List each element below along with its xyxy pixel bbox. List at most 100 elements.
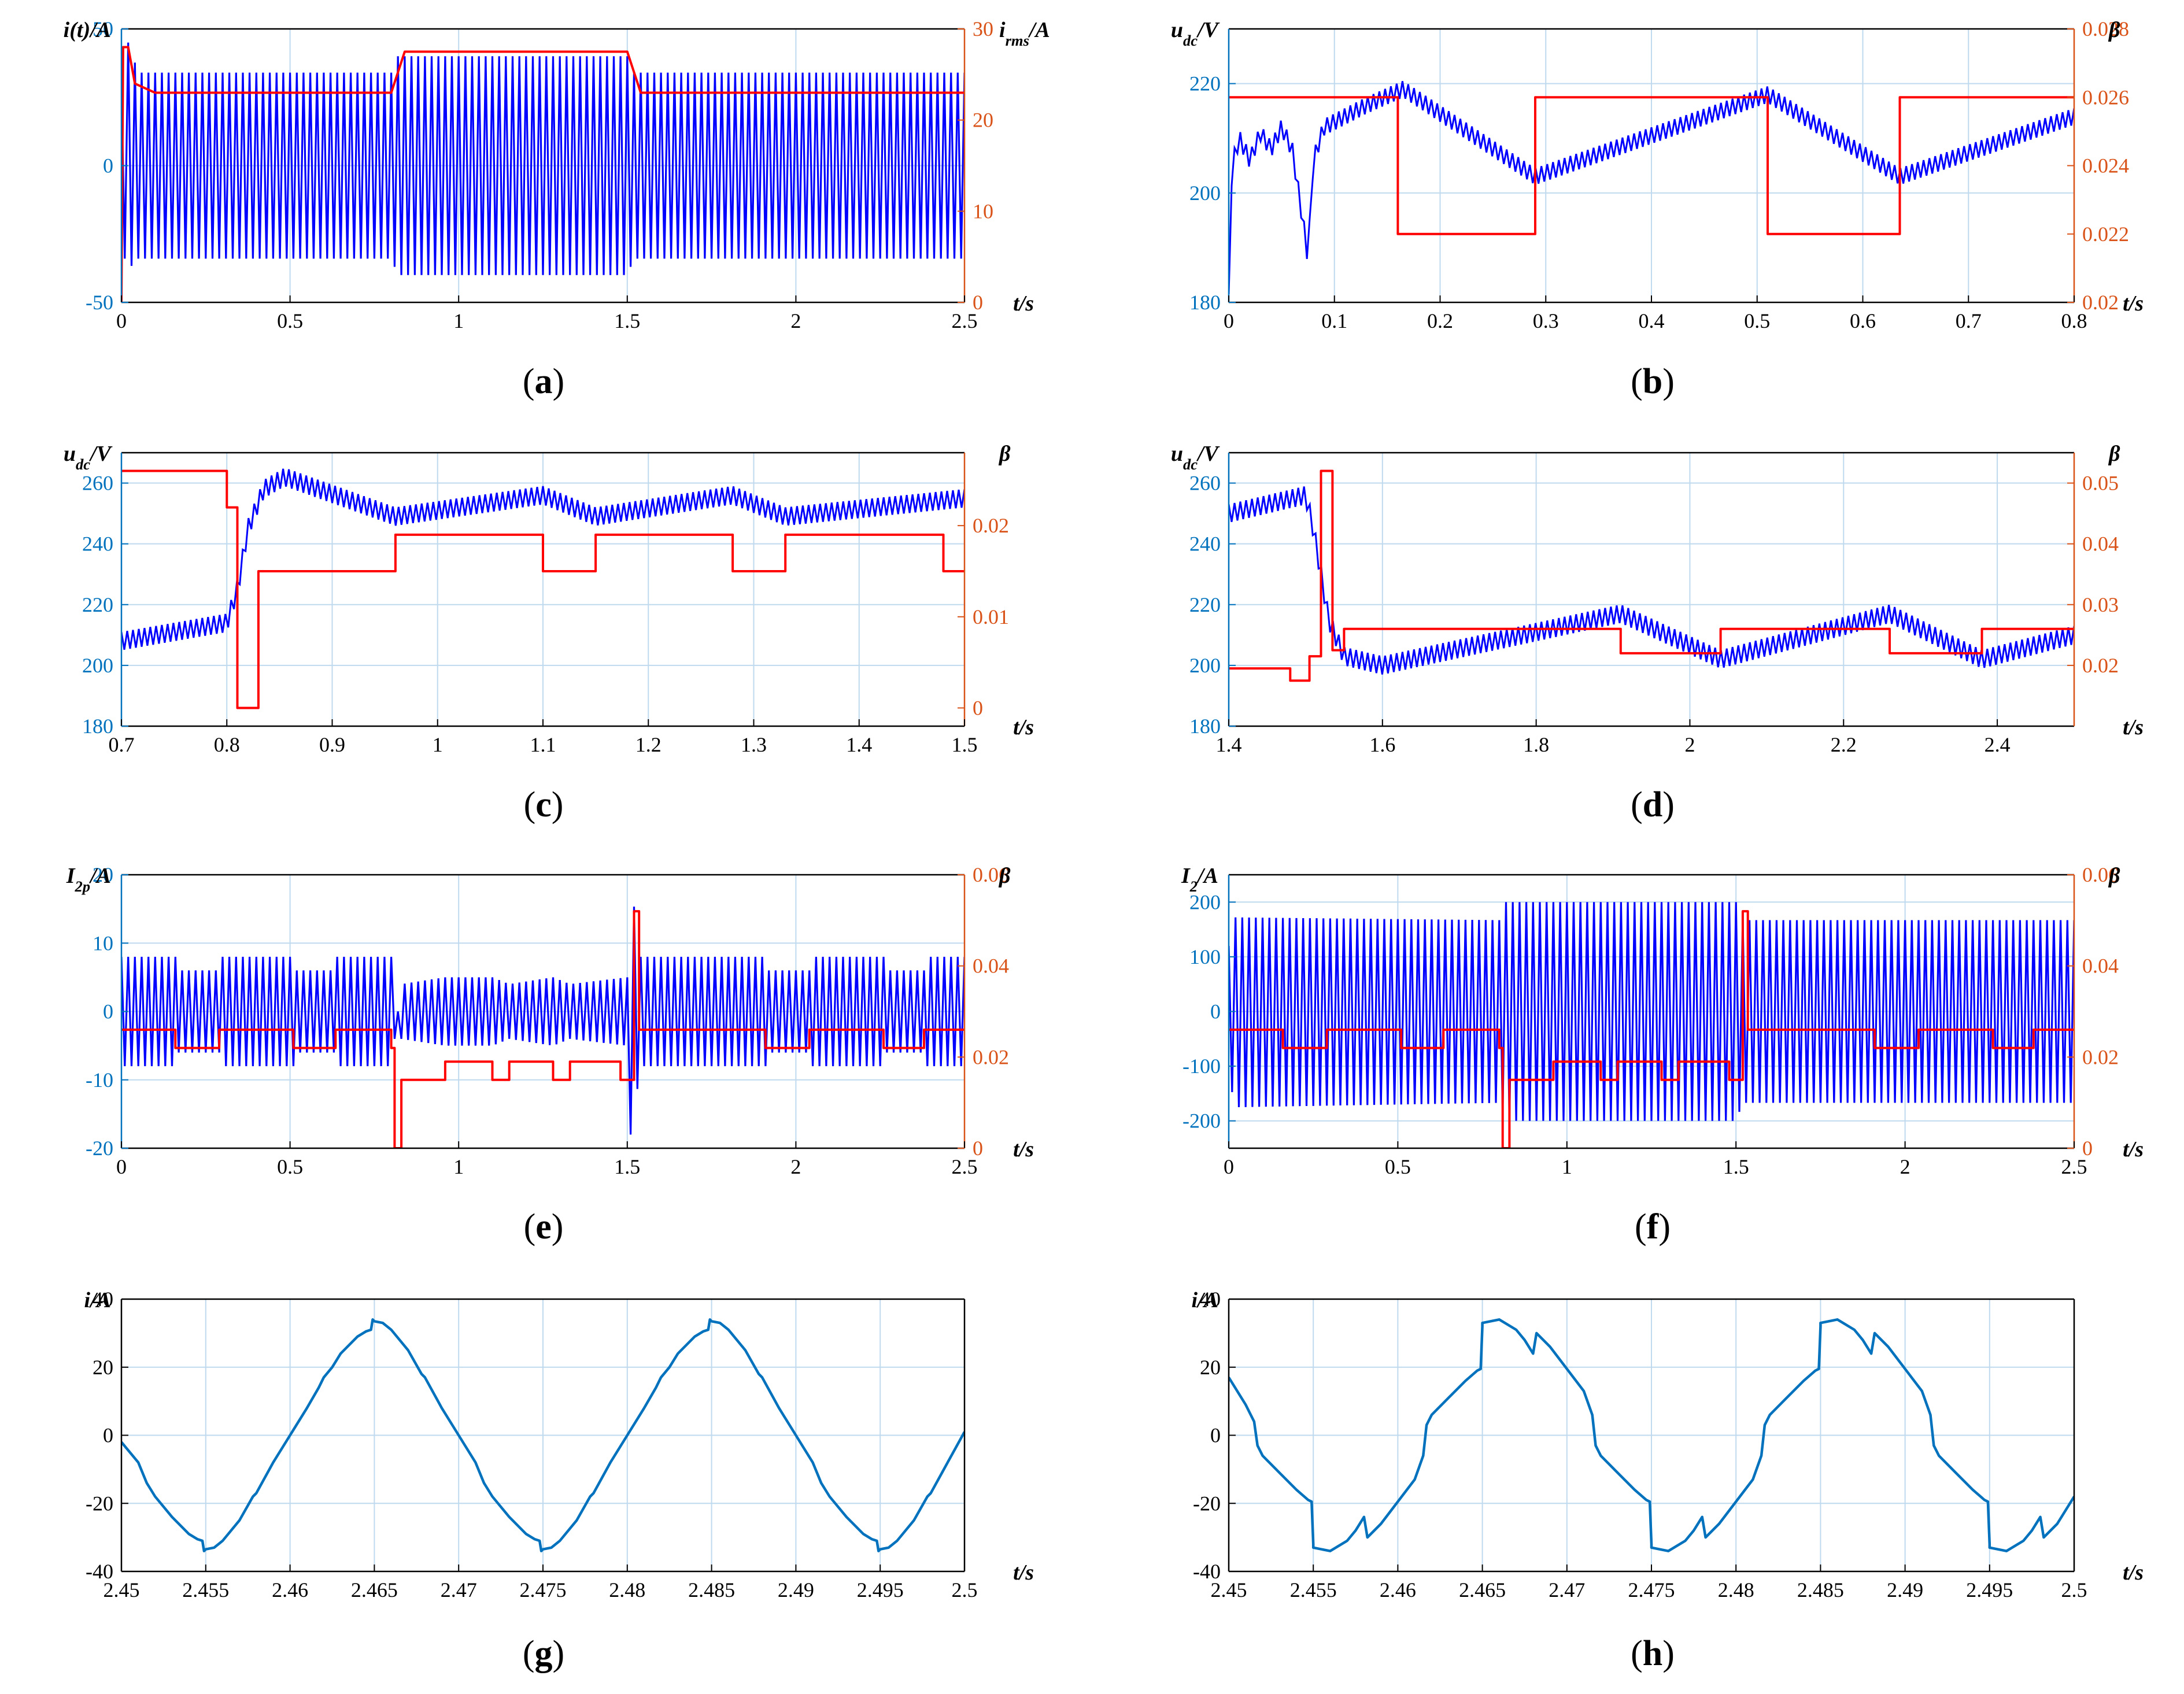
y-right-tick-label: 0.02 xyxy=(973,1045,1009,1068)
series-e-0 xyxy=(121,907,964,1135)
series-b-0 xyxy=(1229,81,2074,294)
series-d-1 xyxy=(1229,469,2074,682)
series-a-1 xyxy=(121,46,964,302)
y-right-label: irms/A xyxy=(999,18,1050,49)
y-left-tick-label: 20 xyxy=(93,863,113,886)
y-left-tick-label: 200 xyxy=(82,654,113,677)
x-tick-label: 1.5 xyxy=(614,309,640,332)
y-left-label: i/A xyxy=(1192,1288,1218,1312)
x-tick-label: 2 xyxy=(1684,733,1695,756)
y-right-tick-label: 30 xyxy=(973,17,993,40)
y-left-tick-label: 200 xyxy=(1189,182,1221,205)
x-tick-label: 0.5 xyxy=(277,1155,303,1178)
y-left-tick-label: -20 xyxy=(86,1137,113,1160)
y-left-tick-label: 220 xyxy=(1189,72,1221,95)
y-right-tick-label: 0.022 xyxy=(2082,223,2129,246)
y-right-tick-label: 0.04 xyxy=(2082,955,2119,978)
x-tick-label: 0.6 xyxy=(1850,309,1876,332)
x-axis-label: t/s xyxy=(1013,1560,1034,1585)
y-left-tick-label: 100 xyxy=(1189,945,1221,968)
y-left-tick-label: -20 xyxy=(1193,1492,1221,1515)
y-right-tick-label: 0.04 xyxy=(973,955,1009,978)
y-left-tick-label: 0 xyxy=(103,1424,113,1447)
x-axis-label: t/s xyxy=(2123,1560,2144,1585)
y-right-tick-label: 0 xyxy=(973,291,983,314)
panel-h: 2.45 2.455 2.46 2.465 2.47 2.475 2.48 2.485 2.49… xyxy=(1192,1288,2144,1673)
panel-g: 2.45 2.455 2.46 2.465 2.47 2.475 2.48 2.485 2.49… xyxy=(84,1288,1034,1673)
x-tick-label: 0.7 xyxy=(109,733,135,756)
x-axis-label: t/s xyxy=(2123,291,2144,316)
x-tick-label: 1 xyxy=(453,1155,464,1178)
grid-lines xyxy=(1228,29,2075,303)
series-f-0 xyxy=(1229,902,2074,1121)
x-tick-label: 1.3 xyxy=(741,733,767,756)
x-tick-label: 2.5 xyxy=(2061,1578,2087,1601)
x-tick-label: 2.485 xyxy=(688,1578,735,1601)
x-axis-label: t/s xyxy=(1013,291,1034,316)
x-tick-label: 0 xyxy=(116,309,127,332)
x-tick-label: 2.475 xyxy=(1628,1578,1675,1601)
panel-c: 0.7 0.8 0.9 1 1.1 1.2 1.3 1.4 1.5 180 200 220 240 260… xyxy=(64,442,1034,824)
x-tick-label: 2.48 xyxy=(609,1578,645,1601)
y-left-label: I2/A xyxy=(1181,864,1218,895)
grid-lines xyxy=(121,1299,965,1572)
y-left-tick-label: 40 xyxy=(1200,1288,1221,1311)
x-tick-label: 0 xyxy=(116,1155,127,1178)
y-right-tick-label: 10 xyxy=(973,199,993,223)
y-left-tick-label: -50 xyxy=(86,291,113,314)
panel-caption: (e) xyxy=(524,1207,564,1247)
x-tick-label: 2.47 xyxy=(1549,1578,1585,1601)
x-tick-label: 1.6 xyxy=(1369,733,1395,756)
y-right-tick-label: 0.028 xyxy=(2082,17,2129,40)
y-left-label: i(t)/A xyxy=(64,18,111,42)
x-tick-label: 2.455 xyxy=(182,1578,229,1601)
y-left-label: I2p/A xyxy=(66,864,111,895)
y-left-tick-label: -20 xyxy=(86,1492,113,1515)
x-axis-label: t/s xyxy=(1013,715,1034,739)
y-right-tick-label: 0.04 xyxy=(2082,532,2119,556)
y-left-label: udc/V xyxy=(64,442,113,473)
x-tick-label: 0.1 xyxy=(1321,309,1347,332)
x-tick-label: 1 xyxy=(433,733,443,756)
x-axis-label: t/s xyxy=(1013,1137,1034,1162)
y-right-tick-label: 0.02 xyxy=(973,514,1009,537)
y-right-tick-label: 0.06 xyxy=(2082,863,2119,886)
y-right-tick-label: 0.024 xyxy=(2082,154,2129,177)
y-right-label: β xyxy=(2108,864,2120,888)
y-right-tick-label: 0.01 xyxy=(973,605,1009,628)
panel-f: 0 0.5 1 1.5 2 2.5 -200 -100 0 100 200 0 0.02 0.04 0.06… xyxy=(1181,863,2144,1247)
panel-caption: (h) xyxy=(1631,1634,1675,1673)
panel-e: 0 0.5 1 1.5 2 2.5 -20 -10 0 10 20 0 0.02 0.04 0.06 I2p/… xyxy=(66,863,1034,1247)
panel-caption: (f) xyxy=(1635,1207,1671,1247)
y-left-tick-label: 240 xyxy=(82,532,113,556)
y-left-tick-label: -10 xyxy=(86,1068,113,1092)
y-left-tick-label: 260 xyxy=(1189,472,1221,495)
x-tick-label: 1 xyxy=(453,309,464,332)
grid-lines xyxy=(121,453,965,727)
x-tick-label: 1.5 xyxy=(1723,1155,1749,1178)
y-left-tick-label: 180 xyxy=(82,715,113,738)
x-tick-label: 2.5 xyxy=(2061,1155,2087,1178)
x-tick-label: 2.475 xyxy=(520,1578,567,1601)
y-left-tick-label: -200 xyxy=(1182,1109,1221,1133)
panel-caption: (b) xyxy=(1631,362,1675,401)
y-right-tick-label: 0.02 xyxy=(2082,1045,2119,1068)
y-right-label: β xyxy=(998,864,1011,888)
y-left-label: udc/V xyxy=(1171,442,1220,473)
y-right-tick-label: 20 xyxy=(973,109,993,132)
x-tick-label: 2.49 xyxy=(1887,1578,1923,1601)
panel-caption: (d) xyxy=(1631,785,1675,824)
y-left-tick-label: 220 xyxy=(1189,593,1221,616)
x-tick-label: 1.1 xyxy=(530,733,556,756)
y-left-tick-label: 20 xyxy=(1200,1356,1221,1379)
series-h-0 xyxy=(1229,1318,2074,1552)
x-tick-label: 0.3 xyxy=(1533,309,1559,332)
series-c-1 xyxy=(121,469,964,709)
panel-caption: (c) xyxy=(524,785,564,824)
x-tick-label: 1 xyxy=(1562,1155,1572,1178)
x-tick-label: 2 xyxy=(1900,1155,1910,1178)
x-tick-label: 2.45 xyxy=(1211,1578,1247,1601)
x-tick-label: 2.2 xyxy=(1831,733,1857,756)
x-tick-label: 2.48 xyxy=(1718,1578,1754,1601)
